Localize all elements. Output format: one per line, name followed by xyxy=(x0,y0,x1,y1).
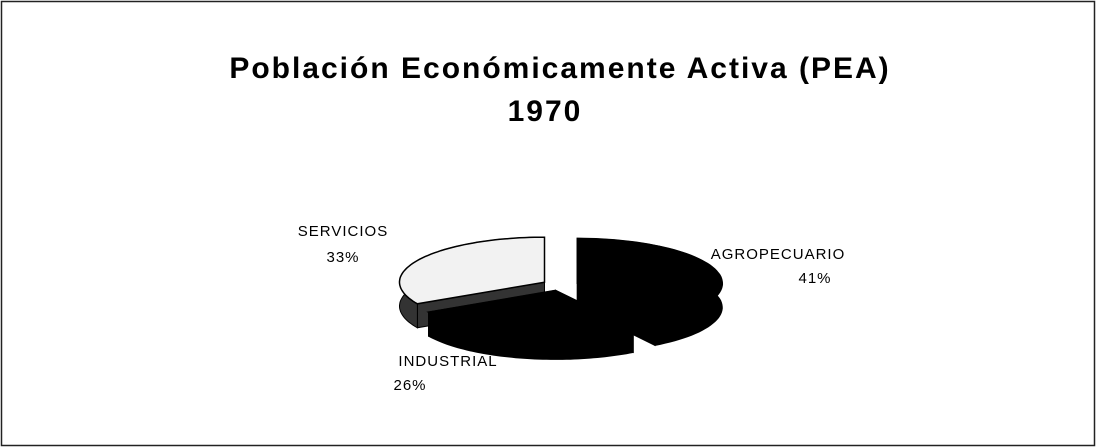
pie-slice xyxy=(576,237,724,323)
slice-value-label: 33% xyxy=(326,249,359,266)
slice-label: AGROPECUARIO xyxy=(711,246,846,263)
slice-group xyxy=(426,289,636,360)
slice-value-label: 41% xyxy=(798,270,831,287)
chart-subtitle: 1970 xyxy=(508,95,583,128)
slice-label: INDUSTRIAL xyxy=(398,353,497,370)
slice-label: SERVICIOS xyxy=(298,223,388,240)
pie-slice xyxy=(426,289,636,337)
chart-title: Población Económicamente Activa (PEA) xyxy=(229,52,890,85)
pie-slice xyxy=(398,236,546,305)
slice-group xyxy=(576,237,724,347)
slice-value-label: 26% xyxy=(393,377,426,394)
